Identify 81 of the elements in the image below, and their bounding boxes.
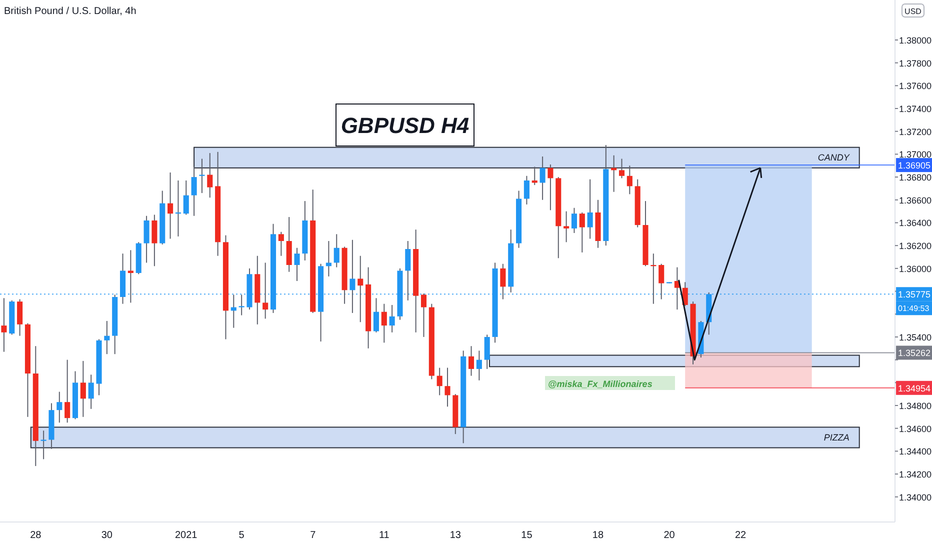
candlestick bbox=[436, 367, 442, 396]
candlestick bbox=[1, 298, 7, 352]
y-tick-label: 1.34200 bbox=[899, 470, 932, 480]
x-tick-label: 22 bbox=[734, 530, 747, 541]
candlestick bbox=[468, 346, 474, 376]
y-tick-label: 1.36800 bbox=[899, 172, 932, 183]
text: USD bbox=[904, 7, 922, 16]
candlestick bbox=[191, 166, 197, 216]
candlestick bbox=[626, 165, 632, 195]
candlestick bbox=[152, 214, 158, 267]
text: 01:49:53 bbox=[898, 304, 930, 314]
y-tick-label: 1.37200 bbox=[899, 126, 932, 137]
y-tick-label: 1.34800 bbox=[899, 400, 932, 411]
x-tick-label: 28 bbox=[30, 530, 42, 541]
candlestick bbox=[579, 212, 585, 253]
y-tick-label: 1.36200 bbox=[899, 241, 932, 252]
candlestick bbox=[444, 367, 450, 408]
candlestick bbox=[326, 240, 332, 277]
ref-line-label: 1.34954 bbox=[898, 383, 931, 394]
ref-line-label: 1.35775 bbox=[898, 290, 931, 300]
y-tick-label: 1.38000 bbox=[899, 35, 932, 46]
annotation: @miska_Fx_Millionaires bbox=[548, 379, 652, 389]
x-tick-label: 11 bbox=[378, 530, 390, 541]
ref-line-label: 1.35262 bbox=[898, 348, 931, 358]
y-tick-label: 1.36400 bbox=[899, 218, 932, 228]
y-tick-label: 1.34000 bbox=[899, 492, 932, 502]
y-tick-label: 1.37000 bbox=[899, 150, 932, 160]
y-tick-label: 1.37400 bbox=[899, 104, 932, 114]
candlestick bbox=[262, 262, 268, 320]
candlestick bbox=[548, 164, 554, 211]
candlestick bbox=[294, 247, 300, 282]
x-tick-label: 30 bbox=[101, 530, 113, 541]
candlestick bbox=[618, 158, 625, 179]
x-tick-label: 20 bbox=[664, 530, 676, 541]
candlestick bbox=[104, 320, 110, 355]
ref-line-label: 1.36905 bbox=[898, 160, 931, 171]
candlestick bbox=[564, 210, 570, 243]
candlestick bbox=[587, 178, 593, 240]
candlestick bbox=[420, 293, 427, 338]
candlestick bbox=[500, 263, 506, 300]
candlestick bbox=[540, 156, 546, 200]
x-tick-label: 13 bbox=[450, 530, 462, 541]
candlestick bbox=[168, 172, 174, 240]
y-tick-label: 1.36600 bbox=[899, 195, 932, 206]
candlestick bbox=[56, 391, 62, 424]
candlestick bbox=[80, 360, 86, 418]
candlestick bbox=[532, 166, 538, 186]
text: British Pound / U.S. Dollar, 4h bbox=[4, 6, 136, 17]
candlestick bbox=[373, 298, 379, 333]
x-tick-label: 2021 bbox=[175, 530, 198, 541]
candlestick bbox=[64, 359, 70, 424]
candlestick bbox=[286, 216, 292, 272]
candlestick bbox=[658, 263, 664, 300]
candlestick bbox=[207, 152, 213, 198]
candlestick bbox=[381, 303, 387, 344]
annotation: GBPUSD H4 bbox=[340, 113, 470, 138]
candlestick bbox=[389, 304, 395, 333]
candlestick bbox=[476, 350, 482, 381]
candlestick bbox=[334, 234, 340, 268]
x-tick-label: 5 bbox=[238, 530, 245, 541]
band-label: CANDY bbox=[818, 152, 850, 163]
candlestick bbox=[183, 180, 189, 216]
y-tick-label: 1.34600 bbox=[899, 424, 932, 434]
candlestick bbox=[17, 298, 23, 336]
x-tick-label: 18 bbox=[592, 530, 604, 541]
y-tick-label: 1.36000 bbox=[899, 264, 932, 274]
y-tick-label: 1.37600 bbox=[899, 81, 932, 92]
x-tick-label: 15 bbox=[521, 530, 533, 541]
candlestick bbox=[88, 374, 94, 410]
candlestick bbox=[571, 207, 577, 234]
candlestick bbox=[128, 250, 134, 304]
candlestick bbox=[524, 175, 530, 205]
y-tick-label: 1.35400 bbox=[899, 332, 932, 342]
candlestick bbox=[278, 231, 284, 256]
candlestick bbox=[144, 215, 150, 264]
band-label: PIZZA bbox=[824, 432, 850, 442]
candlestick bbox=[484, 334, 490, 370]
y-tick-label: 1.37800 bbox=[899, 58, 932, 68]
candlestick bbox=[358, 255, 364, 323]
y-tick-label: 1.34400 bbox=[899, 446, 932, 457]
x-tick-label: 7 bbox=[310, 530, 316, 541]
